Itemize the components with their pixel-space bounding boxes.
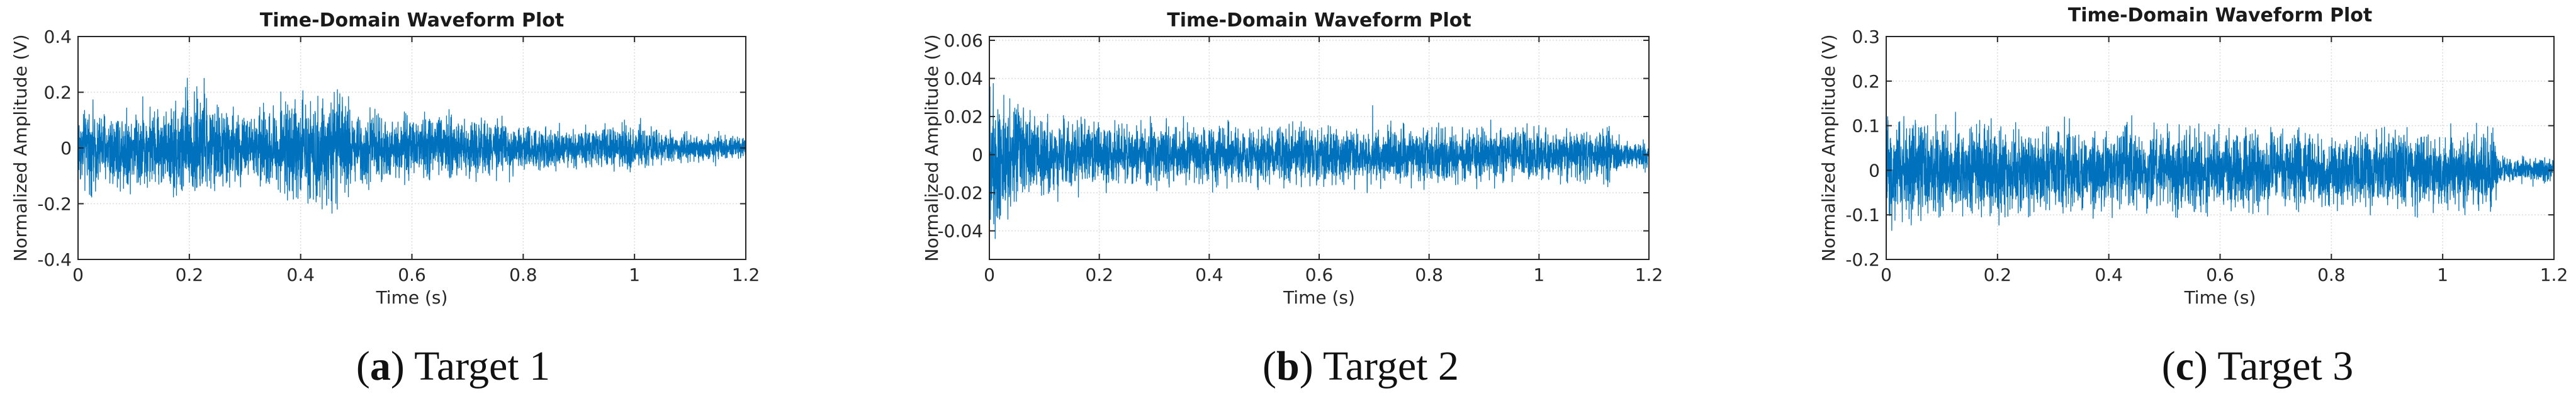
x-tick-label: 1 <box>1533 264 1544 285</box>
chart-panel-2: 0 0.2 0.4 0.6 0.8 1 1.2 -0.04 -0.02 0 0.02 0.04 0.06… <box>921 9 1663 389</box>
y-tick-label: 0.2 <box>43 82 72 103</box>
y-tick-label: 0.1 <box>1852 116 1880 137</box>
waveform-line <box>989 82 1650 239</box>
chart-panel-3: 0 0.2 0.4 0.6 0.8 1 1.2 -0.2 -0.1 0 0.1 0.2 0.3 Time-… <box>1818 4 2568 389</box>
y-tick-label: 0.02 <box>944 106 983 127</box>
chart-panel-1: 0 0.2 0.4 0.6 0.8 1 1.2 -0.4 -0.2 0 0.2 0.4 Time-Dom… <box>10 9 760 389</box>
y-tick-label: 0.3 <box>1852 26 1880 47</box>
x-tick-label: 0.8 <box>1415 264 1443 285</box>
x-tick-label: 0 <box>1881 264 1892 285</box>
chart-title: Time-Domain Waveform Plot <box>260 9 564 31</box>
x-tick-label: 1.2 <box>2540 264 2568 285</box>
y-tick-label: -0.04 <box>938 221 983 242</box>
y-tick-label: -0.2 <box>1845 249 1880 270</box>
y-tick-label: 0.04 <box>944 69 983 89</box>
y-tick-label: 0 <box>1869 160 1880 181</box>
x-tick-label: 1 <box>2437 264 2448 285</box>
chart-title: Time-Domain Waveform Plot <box>2068 4 2372 26</box>
y-tick-label: -0.02 <box>938 183 983 203</box>
caption-letter: b <box>1276 343 1300 389</box>
caption-close-paren: ) <box>2194 343 2217 389</box>
x-tick-label: 0.6 <box>398 264 426 285</box>
x-tick-label: 0.2 <box>1085 264 1113 285</box>
waveform-line <box>77 77 746 214</box>
caption-open-paren: ( <box>356 343 370 389</box>
x-tick-label: 0.2 <box>1984 264 2012 285</box>
y-tick-label: -0.1 <box>1845 205 1880 225</box>
y-tick-label: -0.4 <box>37 249 72 270</box>
caption-text: Target 3 <box>2217 343 2353 389</box>
y-tick-label: 0 <box>972 145 983 166</box>
chart-title: Time-Domain Waveform Plot <box>1167 9 1471 31</box>
x-tick-label: 0.4 <box>286 264 315 285</box>
caption-open-paren: ( <box>2162 343 2176 389</box>
y-tick-label: 0.06 <box>944 30 983 51</box>
caption-text: Target 2 <box>1323 343 1459 389</box>
x-axis-label: Time (s) <box>376 287 448 308</box>
x-tick-label: 0.6 <box>2206 264 2234 285</box>
x-tick-label: 0 <box>984 264 995 285</box>
y-tick-label: 0.2 <box>1852 71 1880 92</box>
caption-letter: a <box>370 343 391 389</box>
x-tick-label: 0.2 <box>176 264 204 285</box>
x-tick-label: 0.8 <box>509 264 537 285</box>
caption-open-paren: ( <box>1263 343 1276 389</box>
waveform-line <box>1886 111 2555 231</box>
x-axis-label: Time (s) <box>1283 287 1355 308</box>
x-tick-label: 0 <box>72 264 84 285</box>
y-tick-label: 0.4 <box>43 26 72 47</box>
x-tick-label: 1.2 <box>732 264 760 285</box>
caption-close-paren: ) <box>1300 343 1323 389</box>
y-axis-label: Normalized Amplitude (V) <box>921 34 942 261</box>
subfigure-caption: (a) Target 1 <box>356 343 550 389</box>
subfigure-caption: (c) Target 3 <box>2162 343 2354 389</box>
subfigure-caption: (b) Target 2 <box>1263 343 1459 389</box>
x-tick-label: 0.6 <box>1305 264 1334 285</box>
caption-text: Target 1 <box>414 343 550 389</box>
x-tick-label: 0.4 <box>1195 264 1223 285</box>
y-axis-label: Normalized Amplitude (V) <box>1818 34 1839 261</box>
y-tick-label: -0.2 <box>37 194 72 215</box>
x-tick-label: 0.8 <box>2317 264 2346 285</box>
x-tick-label: 1 <box>629 264 640 285</box>
caption-letter: c <box>2176 343 2194 389</box>
x-tick-label: 0.4 <box>2095 264 2123 285</box>
x-axis-label: Time (s) <box>2184 287 2256 308</box>
caption-close-paren: ) <box>391 343 414 389</box>
y-axis-label: Normalized Amplitude (V) <box>10 34 31 261</box>
y-tick-label: 0 <box>60 138 72 159</box>
x-tick-label: 1.2 <box>1635 264 1663 285</box>
